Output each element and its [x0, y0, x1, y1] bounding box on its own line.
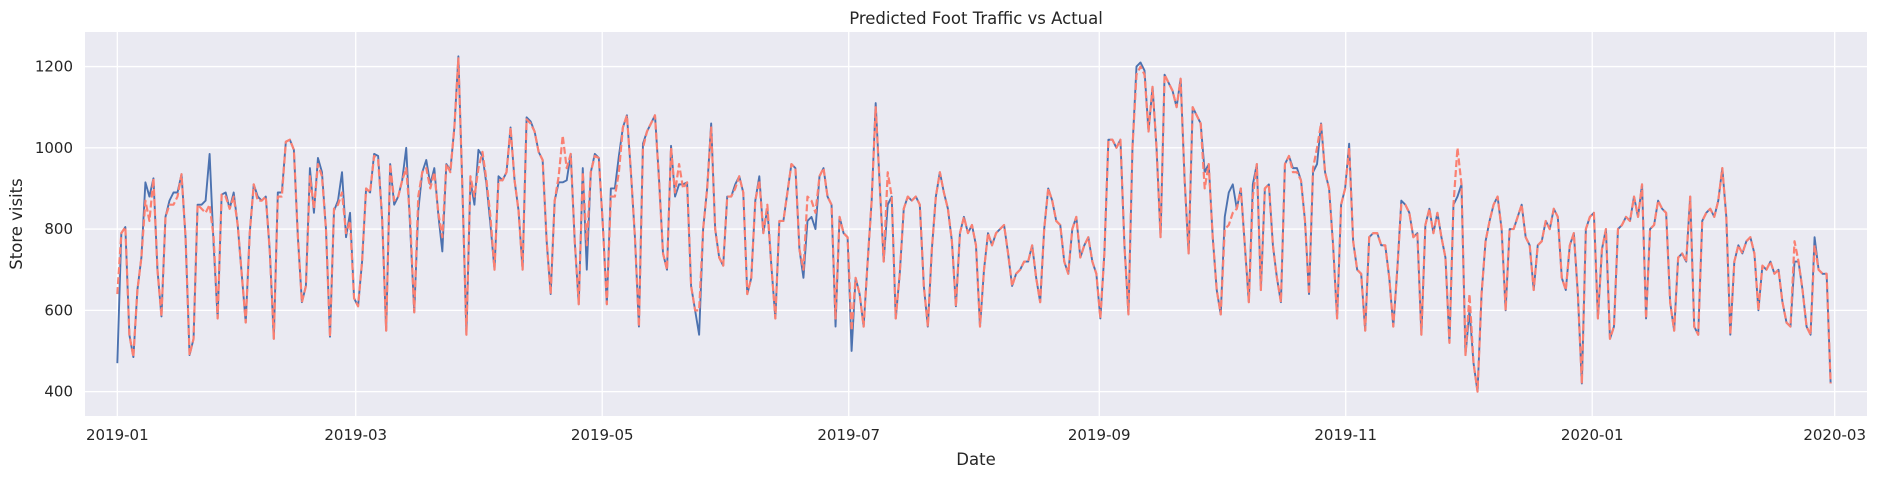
x-axis-label: Date: [956, 450, 995, 469]
y-axis-label: Store visits: [7, 178, 26, 269]
x-tick-label: 2019-09: [1068, 426, 1131, 444]
x-tick-label: 2019-03: [324, 426, 387, 444]
series-line-predicted: [116, 57, 1832, 393]
y-tick-label: 600: [44, 301, 73, 319]
y-tick-label: 800: [44, 220, 73, 238]
y-tick-label: 400: [44, 383, 73, 401]
x-tick-label: 2019-07: [817, 426, 880, 444]
x-tick-label: 2019-05: [571, 426, 634, 444]
x-tick-label: 2019-01: [86, 426, 149, 444]
chart-title: Predicted Foot Traffic vs Actual: [849, 9, 1103, 28]
tick-labels: 400 600 800 1000 1200 2019-01 2019-03 2019-05 20…: [35, 58, 1866, 444]
series-layer: [116, 55, 1832, 393]
y-tick-label: 1000: [35, 139, 73, 157]
plot-background: [85, 32, 1867, 416]
x-tick-label: 2020-01: [1561, 426, 1624, 444]
y-tick-label: 1200: [35, 58, 73, 76]
x-tick-label: 2020-03: [1803, 426, 1866, 444]
x-tick-label: 2019-11: [1314, 426, 1377, 444]
